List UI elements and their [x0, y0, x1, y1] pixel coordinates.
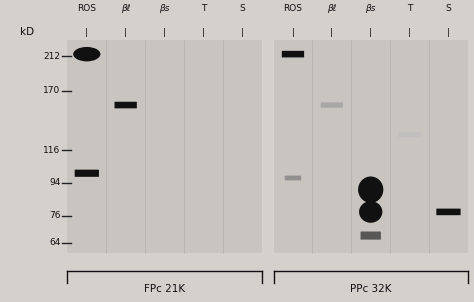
Text: 212: 212 [43, 52, 60, 61]
Text: |: | [241, 28, 244, 37]
Text: ROS: ROS [283, 4, 302, 13]
Text: βℓ: βℓ [121, 4, 130, 13]
Text: βs: βs [365, 4, 376, 13]
Text: kD: kD [20, 27, 34, 37]
FancyBboxPatch shape [437, 209, 461, 215]
Text: |: | [292, 28, 294, 37]
Text: βℓ: βℓ [327, 4, 337, 13]
Text: |: | [330, 28, 333, 37]
Ellipse shape [77, 53, 97, 61]
Ellipse shape [73, 47, 100, 61]
FancyBboxPatch shape [399, 132, 421, 137]
Ellipse shape [362, 210, 380, 223]
Ellipse shape [361, 188, 380, 203]
Text: |: | [163, 28, 166, 37]
FancyBboxPatch shape [321, 102, 343, 108]
Text: T: T [407, 4, 412, 13]
Ellipse shape [359, 201, 383, 223]
Bar [67, 40, 262, 253]
Text: |: | [369, 28, 372, 37]
Text: ROS: ROS [77, 4, 96, 13]
FancyBboxPatch shape [285, 175, 301, 180]
Text: S: S [239, 4, 245, 13]
Text: T: T [201, 4, 206, 13]
Text: 76: 76 [49, 211, 60, 220]
Text: S: S [446, 4, 451, 13]
Text: FPc 21K: FPc 21K [144, 284, 185, 294]
Text: 170: 170 [43, 86, 60, 95]
Text: 116: 116 [43, 146, 60, 155]
Text: PPc 32K: PPc 32K [350, 284, 392, 294]
Text: |: | [447, 28, 450, 37]
Text: |: | [124, 28, 127, 37]
FancyBboxPatch shape [361, 232, 381, 239]
FancyBboxPatch shape [115, 102, 137, 108]
Text: |: | [408, 28, 411, 37]
Ellipse shape [358, 176, 383, 203]
Text: 64: 64 [49, 238, 60, 247]
Bar [273, 40, 468, 253]
Text: βs: βs [159, 4, 170, 13]
FancyBboxPatch shape [75, 170, 99, 177]
Text: |: | [202, 28, 205, 37]
FancyBboxPatch shape [282, 51, 304, 57]
Text: |: | [85, 28, 88, 37]
Text: 94: 94 [49, 178, 60, 187]
